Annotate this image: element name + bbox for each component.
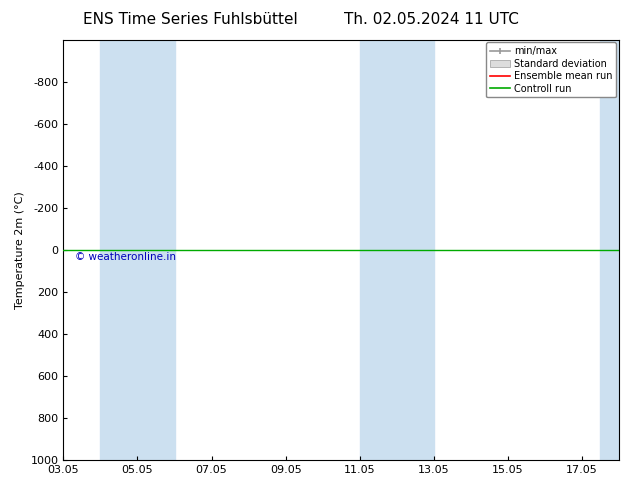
Bar xyxy=(359,40,434,460)
Bar xyxy=(100,40,174,460)
Legend: min/max, Standard deviation, Ensemble mean run, Controll run: min/max, Standard deviation, Ensemble me… xyxy=(486,43,616,98)
Bar xyxy=(600,40,634,460)
Text: Th. 02.05.2024 11 UTC: Th. 02.05.2024 11 UTC xyxy=(344,12,519,27)
Text: ENS Time Series Fuhlsbüttel: ENS Time Series Fuhlsbüttel xyxy=(83,12,297,27)
Text: © weatheronline.in: © weatheronline.in xyxy=(75,252,176,262)
Y-axis label: Temperature 2m (°C): Temperature 2m (°C) xyxy=(15,191,25,309)
